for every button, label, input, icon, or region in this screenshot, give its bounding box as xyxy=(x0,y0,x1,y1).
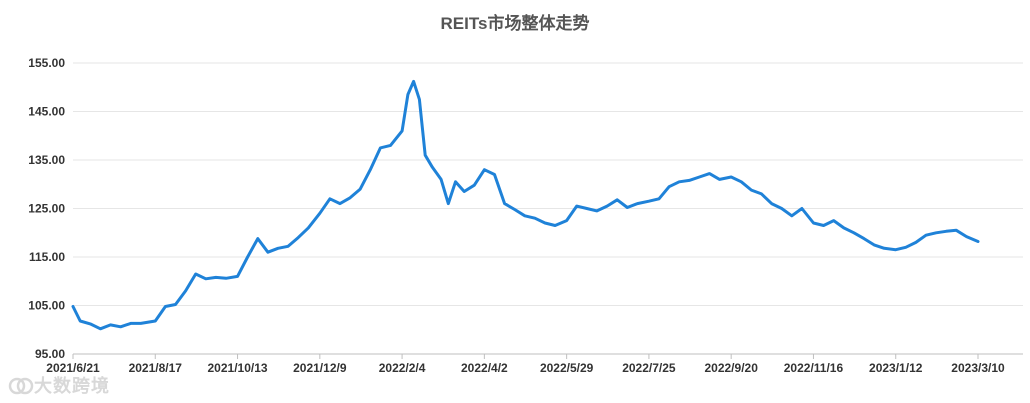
y-axis-ticks: 95.00 105.00 115.00 125.00 135.00 145.00 155.0… xyxy=(28,56,65,361)
series-line xyxy=(71,79,980,331)
x-tick-label: 2022/9/20 xyxy=(704,361,758,375)
x-axis-ticks: 2021/6/21 2021/8/17 2021/10/13 2021/12/9 202… xyxy=(46,354,1005,375)
y-tick-label: 145.00 xyxy=(28,105,65,119)
x-tick-label: 2023/1/12 xyxy=(869,361,923,375)
y-tick-label: 135.00 xyxy=(28,153,65,167)
y-tick-label: 155.00 xyxy=(28,56,65,70)
chart-title: REITs市场整体走势 xyxy=(440,14,590,33)
x-tick-label: 2021/12/9 xyxy=(293,361,347,375)
series-line-group xyxy=(71,79,980,331)
x-tick-label: 2022/5/29 xyxy=(540,361,594,375)
gridlines xyxy=(73,62,1023,306)
watermark: 大数跨境 xyxy=(8,372,110,398)
y-tick-label: 115.00 xyxy=(29,250,65,264)
y-tick-label: 105.00 xyxy=(28,299,65,313)
logo-icon xyxy=(8,377,34,395)
y-tick-label: 95.00 xyxy=(35,347,65,361)
x-tick-label: 2023/3/10 xyxy=(951,361,1005,375)
x-tick-label: 2022/7/25 xyxy=(622,361,676,375)
watermark-text: 大数跨境 xyxy=(34,376,110,396)
x-tick-label: 2022/11/16 xyxy=(784,361,844,375)
y-tick-label: 125.00 xyxy=(28,202,65,216)
x-tick-label: 2021/8/17 xyxy=(129,361,183,375)
x-tick-label: 2022/4/2 xyxy=(461,361,508,375)
x-tick-label: 2021/10/13 xyxy=(208,361,268,375)
x-tick-label: 2021/6/21 xyxy=(46,361,100,375)
x-tick-label: 2022/2/4 xyxy=(379,361,426,375)
